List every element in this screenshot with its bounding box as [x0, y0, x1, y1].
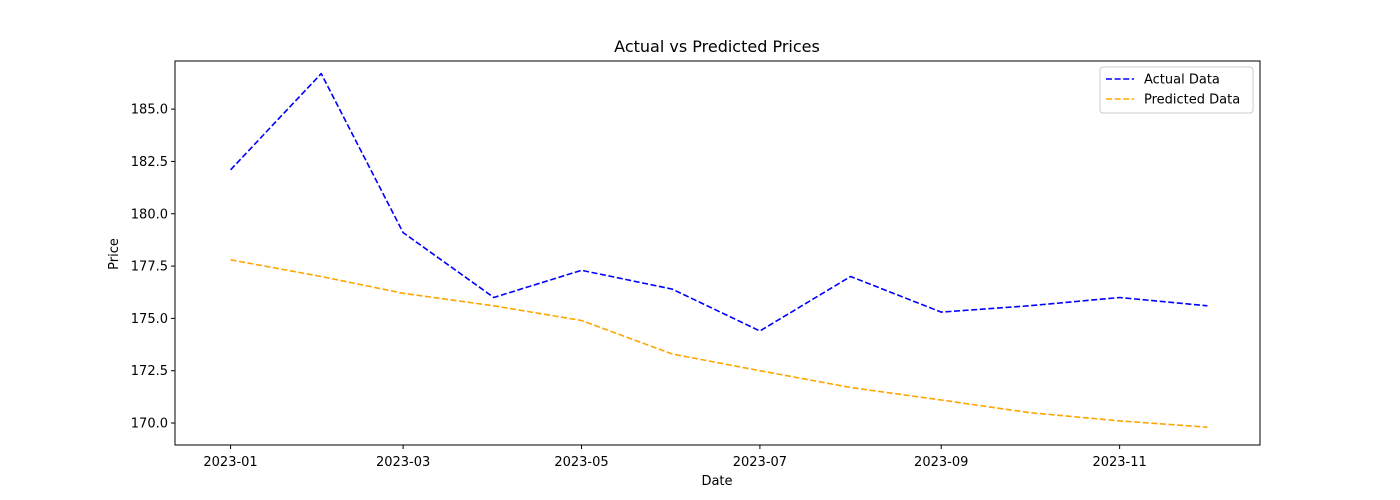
series-line-1 — [230, 259, 1208, 428]
y-tick-label: 182.5 — [131, 155, 168, 170]
series-line-0 — [230, 72, 1208, 332]
y-axis-title: Price — [107, 238, 122, 270]
x-tick-label: 2023-05 — [554, 455, 608, 470]
x-tick-label: 2023-07 — [733, 455, 787, 470]
x-tick-label: 2023-03 — [376, 455, 430, 470]
plot-area-frame — [174, 60, 1261, 446]
x-axis: 2023-01 2023-03 2023-05 2023-07 2023-09 2023-… — [203, 445, 1147, 470]
x-tick-label: 2023-11 — [1092, 455, 1146, 470]
y-tick-label: 170.0 — [131, 417, 168, 432]
x-tick-label: 2023-09 — [914, 455, 968, 470]
y-tick-label: 177.5 — [131, 260, 168, 275]
y-tick-label: 172.5 — [131, 364, 168, 379]
series-layer — [230, 72, 1208, 428]
legend-label: Actual Data — [1144, 73, 1220, 88]
chart-title: Actual vs Predicted Prices — [614, 37, 820, 56]
legend-label: Predicted Data — [1144, 93, 1240, 108]
y-tick-label: 180.0 — [131, 207, 168, 222]
x-axis-title: Date — [701, 474, 732, 489]
legend-box — [1099, 66, 1254, 114]
y-tick-label: 175.0 — [131, 312, 168, 327]
legend: Actual Data Predicted Data — [1099, 66, 1254, 114]
y-tick-label: 185.0 — [131, 103, 168, 118]
y-axis: 170.0 172.5 175.0 177.5 180.0 182.5 185.0 — [131, 103, 175, 432]
x-tick-label: 2023-01 — [203, 455, 257, 470]
